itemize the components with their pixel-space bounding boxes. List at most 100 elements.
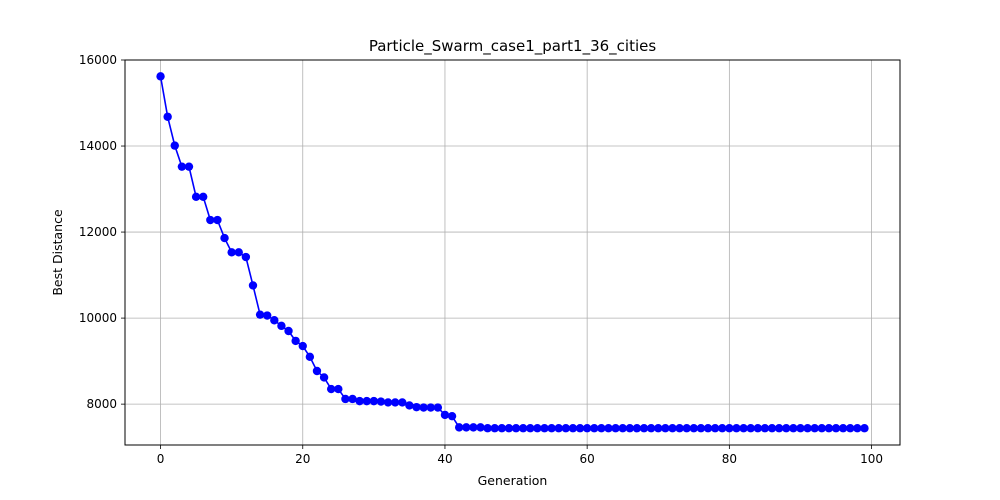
tick-layer: 0 20 40 60 80 100 8000 10000 12000 14000 16000 (79, 53, 883, 466)
data-point (177, 162, 187, 171)
data-point (831, 424, 841, 433)
x-tick-label: 80 (722, 452, 737, 466)
data-point (604, 424, 613, 433)
data-point (582, 424, 592, 433)
data-point (789, 424, 798, 433)
data-point (796, 424, 805, 433)
data-point (241, 252, 251, 262)
data-point (390, 398, 400, 407)
data-point (533, 424, 542, 433)
data-point (718, 424, 727, 433)
data-point (255, 310, 265, 319)
data-point (625, 424, 635, 433)
data-point (426, 403, 435, 412)
data-point (369, 396, 379, 406)
data-point (419, 403, 428, 412)
data-point (803, 424, 812, 433)
data-point (511, 424, 521, 433)
data-point (248, 281, 258, 290)
y-tick-label: 16000 (79, 53, 117, 67)
data-point (860, 424, 869, 433)
data-point (703, 424, 713, 433)
data-point (312, 366, 322, 376)
data-point (476, 423, 485, 432)
data-point (383, 398, 393, 407)
data-point (497, 424, 507, 433)
data-point (263, 311, 272, 320)
data-point (206, 215, 215, 225)
data-point (170, 141, 179, 150)
data-point (661, 424, 670, 433)
data-point (341, 394, 350, 404)
data-point (568, 424, 578, 433)
data-point (305, 352, 315, 362)
data-point (853, 424, 862, 433)
data-point (590, 424, 599, 433)
data-point (561, 424, 571, 433)
data-point (348, 394, 357, 404)
data-point (362, 396, 371, 406)
data-point (675, 424, 684, 433)
data-point (334, 384, 343, 394)
data-point (213, 215, 222, 225)
x-axis-label: Generation (478, 473, 548, 488)
data-point (412, 402, 421, 412)
data-point (234, 248, 243, 257)
data-point (298, 341, 307, 351)
y-tick-label: 12000 (79, 225, 117, 239)
data-point (554, 424, 563, 433)
data-point (782, 424, 791, 433)
data-point (483, 424, 492, 433)
series-line (159, 76, 865, 430)
data-point (319, 373, 329, 382)
x-tick-label: 40 (437, 452, 452, 466)
data-point (518, 424, 528, 433)
data-point (810, 424, 819, 433)
data-point (611, 424, 620, 433)
data-point (540, 424, 549, 433)
data-point (440, 410, 450, 420)
data-point (227, 248, 236, 257)
y-tick-label: 8000 (86, 397, 117, 411)
data-point (355, 396, 364, 406)
data-point (682, 424, 691, 433)
data-point (710, 424, 720, 433)
data-point (526, 424, 535, 433)
data-point (504, 424, 514, 433)
data-point (824, 424, 834, 433)
data-point (447, 411, 457, 421)
chart-title: Particle_Swarm_case1_part1_36_cities (369, 37, 657, 56)
data-point (220, 233, 229, 243)
data-point (199, 192, 208, 201)
data-point (462, 423, 471, 432)
data-point (405, 401, 414, 410)
data-point (454, 423, 464, 432)
data-point (767, 424, 777, 433)
data-point (725, 424, 734, 433)
data-point (184, 162, 194, 171)
data-point (732, 424, 741, 433)
data-point (646, 424, 656, 433)
data-point (632, 424, 642, 433)
data-point (163, 112, 172, 121)
data-point (270, 316, 279, 325)
data-point (291, 336, 300, 346)
data-point (398, 398, 407, 407)
data-point (746, 424, 755, 433)
y-tick-label: 14000 (79, 139, 117, 153)
data-point (469, 423, 478, 432)
data-point (639, 424, 649, 433)
data-point (156, 72, 165, 81)
plot-frame (124, 59, 901, 446)
data-point (326, 384, 336, 394)
y-tick-label: 10000 (79, 311, 117, 325)
data-point (547, 424, 556, 433)
data-point (575, 424, 585, 433)
data-point (846, 424, 855, 433)
data-point (739, 424, 748, 433)
data-point (817, 424, 826, 433)
data-point (376, 397, 386, 406)
x-tick-label: 20 (295, 452, 310, 466)
